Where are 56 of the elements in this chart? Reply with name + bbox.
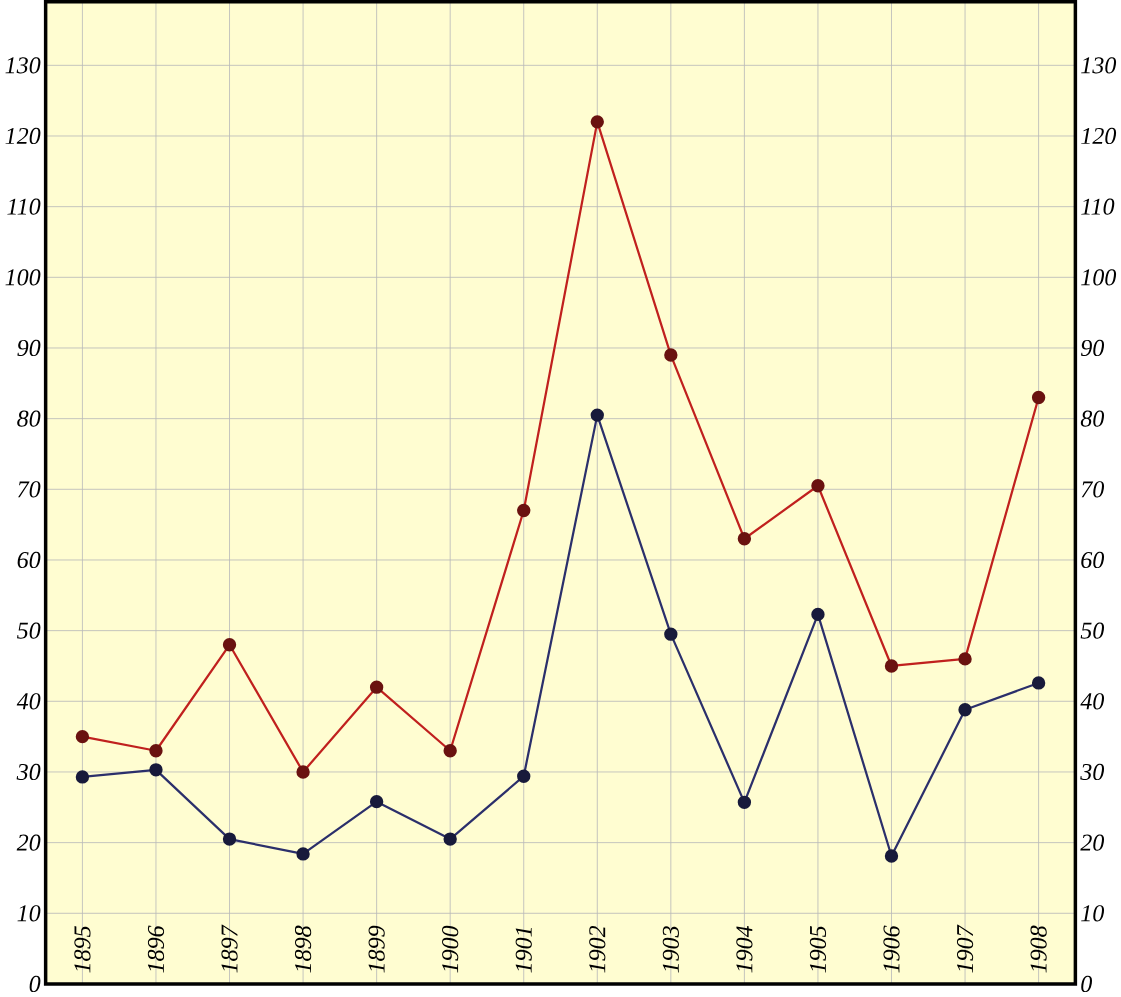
- x-tick-label: 1900: [442, 925, 459, 973]
- point: [737, 795, 752, 810]
- y-tick-label: 130: [5, 57, 41, 74]
- y2-tick-label: 50: [1080, 622, 1105, 639]
- y-tick-label: 110: [7, 198, 41, 215]
- x-tick-label: 1903: [662, 926, 679, 973]
- point: [222, 832, 237, 846]
- y-tick-label: 30: [16, 763, 41, 781]
- x-tick-label: 1901: [515, 928, 532, 973]
- point: [517, 769, 531, 784]
- y2-tick-label: 20: [1080, 834, 1105, 851]
- y2-tick-label: 70: [1081, 481, 1105, 498]
- point: [811, 607, 825, 622]
- x-tick-label: 1897: [221, 924, 238, 973]
- y-tick-label: 80: [17, 410, 41, 427]
- point: [884, 849, 899, 863]
- y-tick-label: 70: [18, 481, 41, 498]
- x-tick-label: 1905: [809, 926, 827, 973]
- point: [149, 763, 163, 777]
- point: [369, 795, 384, 809]
- y2-tick-label: 100: [1081, 269, 1117, 286]
- y2-tick-label: 0: [1081, 975, 1093, 993]
- x-tick-label: 1908: [1030, 925, 1047, 973]
- x-tick-label: 1907: [956, 924, 974, 973]
- y2-tick-label: 40: [1080, 693, 1105, 710]
- y2-tick-label: 90: [1081, 340, 1105, 357]
- x-tick-label: 1906: [883, 925, 900, 973]
- point: [75, 770, 90, 784]
- y-tick-label: 100: [5, 269, 41, 286]
- y2-tick-label: 80: [1080, 410, 1105, 427]
- x-tick-label: 1904: [736, 926, 753, 973]
- point: [958, 703, 972, 717]
- y-tick-label: 50: [17, 622, 41, 639]
- y2-tick-label: 60: [1081, 551, 1105, 569]
- point: [664, 627, 678, 641]
- y-tick-label: 0: [29, 975, 41, 993]
- y2-tick-label: 130: [1081, 57, 1117, 74]
- y2-tick-label: 120: [1081, 128, 1117, 145]
- y2-tick-label: 110: [1081, 198, 1115, 215]
- y-tick-label: 120: [5, 128, 41, 145]
- point: [443, 832, 457, 846]
- y2-tick-label: 10: [1081, 905, 1105, 922]
- x-tick-label: 1902: [589, 926, 606, 973]
- y-tick-label: 10: [17, 905, 41, 922]
- y-tick-label: 20: [16, 834, 41, 851]
- point: [296, 847, 310, 861]
- x-tick-label: 1896: [147, 925, 165, 973]
- x-tick-label: 1895: [74, 926, 91, 973]
- y2-tick-label: 30: [1080, 763, 1105, 781]
- y-tick-label: 60: [17, 551, 41, 569]
- y-tick-label: 90: [17, 340, 41, 357]
- point: [590, 408, 604, 422]
- point: [1031, 676, 1046, 690]
- x-tick-label: 1899: [368, 925, 385, 973]
- x-tick-label: 1898: [294, 925, 312, 973]
- y-tick-label: 40: [16, 693, 41, 710]
